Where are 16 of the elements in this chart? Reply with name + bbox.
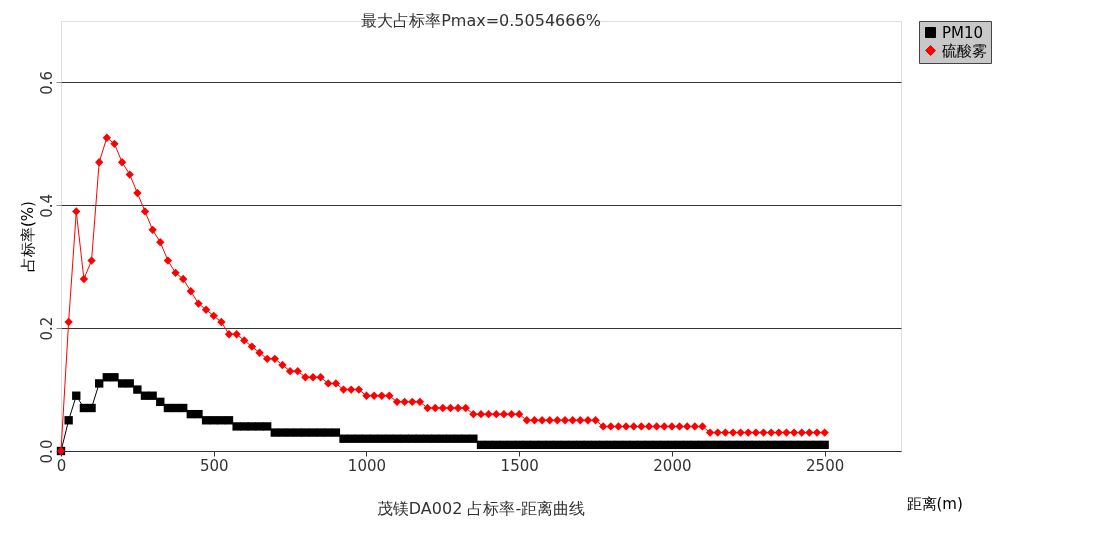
- x-tick-label: 1000: [347, 456, 387, 475]
- y-tick-label: 0.2: [37, 316, 56, 341]
- x-tick-label: 2500: [806, 456, 845, 475]
- x-tick-label: 500: [199, 456, 229, 475]
- y-axis-title: 占标率(%): [18, 201, 37, 272]
- y-tick-label: 0.4: [37, 193, 56, 218]
- x-tick-label: 1500: [500, 456, 539, 475]
- x-axis-title: 距离(m): [906, 494, 963, 513]
- x-tick-label: 0: [56, 456, 67, 475]
- chart-title: 最大占标率Pmax=0.5054666%: [361, 10, 601, 30]
- legend-label: 硫酸雾: [942, 41, 987, 60]
- text: 茂镁DA002 占标率-距离曲线: [376, 499, 586, 518]
- y-tick-label: 0.0: [37, 439, 56, 464]
- y-tick-label: 0.6: [37, 71, 56, 95]
- legend-label: PM10: [942, 23, 984, 42]
- x-tick-label: 2000: [653, 456, 692, 475]
